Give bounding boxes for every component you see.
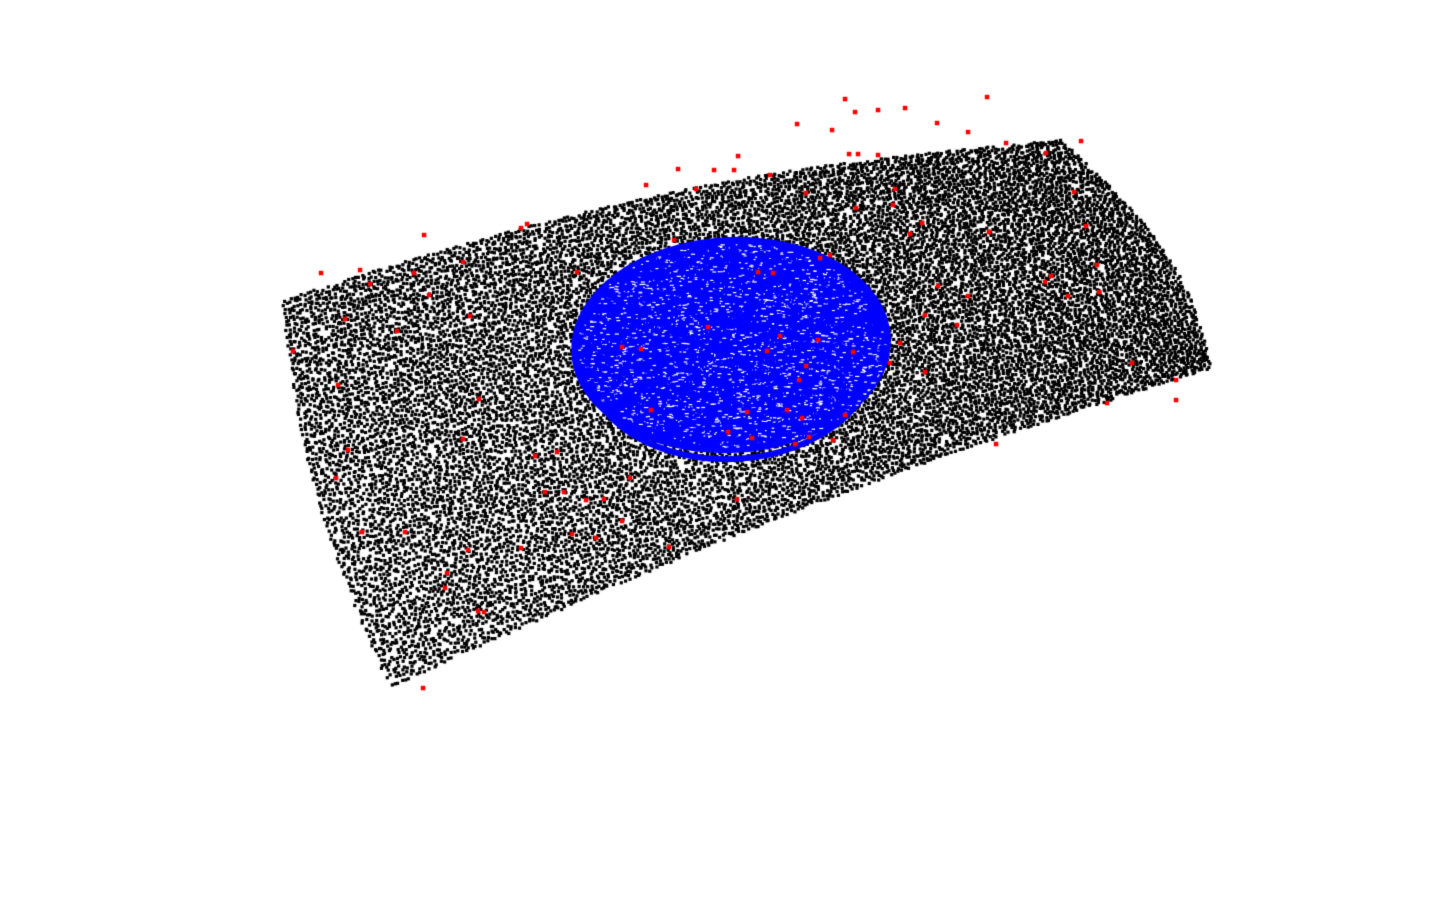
point-cloud-viewport[interactable]: [0, 0, 1456, 917]
point-cloud-canvas[interactable]: [0, 0, 1456, 917]
